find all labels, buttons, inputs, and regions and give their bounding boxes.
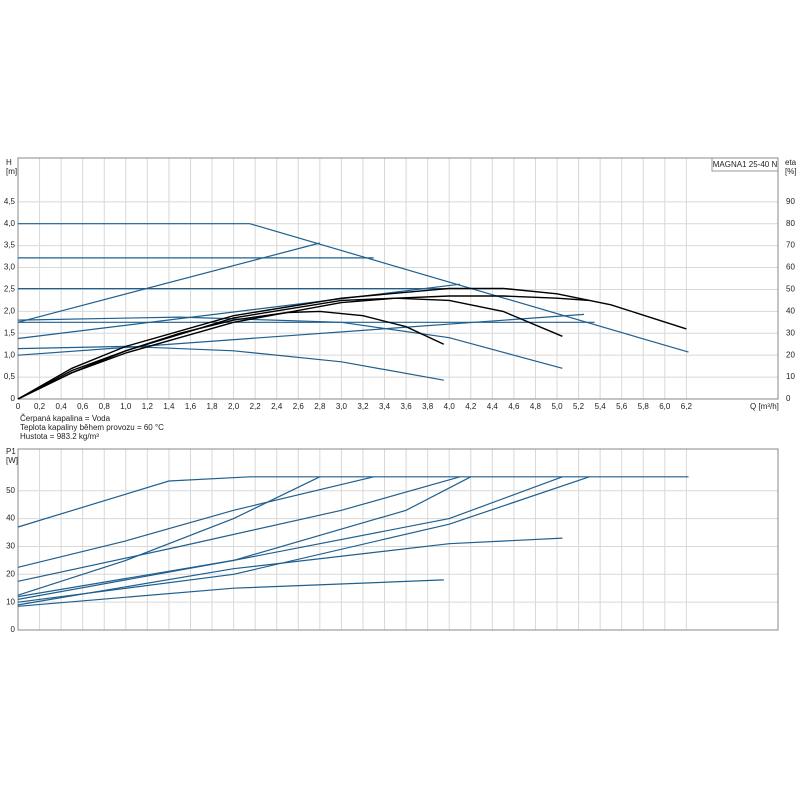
curve <box>17 295 590 400</box>
x-tick-label: 5,4 <box>595 402 607 411</box>
curve <box>18 223 689 353</box>
curve <box>17 283 461 340</box>
curve <box>17 476 472 600</box>
y-tick-label: 40 <box>6 514 15 523</box>
plot-frame <box>17 157 779 400</box>
y2-tick-label: 50 <box>786 285 795 294</box>
y-tick-label: 0,5 <box>4 372 16 381</box>
x-tick-label: 5,8 <box>638 402 650 411</box>
x-tick-label: 3,0 <box>336 402 348 411</box>
x-tick-label: 5,6 <box>616 402 628 411</box>
x-tick-label: 1,2 <box>142 402 154 411</box>
chart-title: MAGNA1 25-40 N <box>713 160 778 169</box>
y-tick-label: 10 <box>6 597 15 606</box>
x-tick-label: 0,6 <box>77 402 89 411</box>
x-tick-label: 4,4 <box>487 402 499 411</box>
y-label: H <box>6 158 12 167</box>
curve <box>17 297 563 400</box>
curve <box>17 242 320 323</box>
y2-tick-label: 60 <box>786 263 795 272</box>
x-tick-label: 3,6 <box>401 402 413 411</box>
y-tick-label: 2,5 <box>4 285 16 294</box>
x-tick-label: 6,2 <box>681 402 693 411</box>
y2-label: eta <box>785 158 797 167</box>
y-unit: [m] <box>6 167 17 176</box>
note: Čerpaná kapalina = Voda <box>20 414 111 423</box>
x-tick-label: 6,0 <box>659 402 671 411</box>
y-tick-label: 4,5 <box>4 197 16 206</box>
y-tick-label: 1,5 <box>4 328 16 337</box>
curve <box>17 476 321 596</box>
y-label: P1 <box>6 447 16 456</box>
y2-tick-label: 30 <box>786 328 795 337</box>
note: Teplota kapaliny během provozu = 60 °C <box>20 423 164 432</box>
x-tick-label: 1,0 <box>120 402 132 411</box>
x-tick-label: 5,2 <box>573 402 585 411</box>
x-tick-label: 2,8 <box>314 402 326 411</box>
y2-tick-label: 0 <box>786 394 791 403</box>
y-unit: [W] <box>6 456 18 465</box>
curve <box>17 476 461 582</box>
y-tick-label: 3,0 <box>4 263 16 272</box>
x-tick-label: 1,6 <box>185 402 197 411</box>
x-tick-label: 2,4 <box>271 402 283 411</box>
y2-tick-label: 70 <box>786 241 795 250</box>
x-tick-label: 0,4 <box>56 402 68 411</box>
y-tick-label: 1,0 <box>4 350 16 359</box>
y-tick-label: 4,0 <box>4 219 16 228</box>
y2-tick-label: 10 <box>786 372 795 381</box>
x-tick-label: 1,4 <box>163 402 175 411</box>
curve <box>17 287 687 400</box>
x-tick-label: 0 <box>16 402 21 411</box>
x-tick-label: 0,2 <box>34 402 46 411</box>
curve <box>17 476 374 568</box>
y-tick-label: 20 <box>6 569 15 578</box>
note: Hustota = 983.2 kg/m³ <box>20 432 99 441</box>
y-tick-label: 0 <box>11 394 16 403</box>
x-tick-label: 5,0 <box>551 402 563 411</box>
y-tick-label: 0 <box>11 625 16 634</box>
x-tick-label: 3,8 <box>422 402 434 411</box>
y2-tick-label: 80 <box>786 219 795 228</box>
y2-tick-label: 40 <box>786 306 795 315</box>
curve <box>17 476 563 598</box>
x-tick-label: 2,6 <box>293 402 305 411</box>
x-tick-label: 4,2 <box>465 402 477 411</box>
x-tick-label: 4,0 <box>444 402 456 411</box>
x-tick-label: 2,0 <box>228 402 240 411</box>
x-tick-label: 2,2 <box>250 402 262 411</box>
x-tick-label: 1,8 <box>206 402 218 411</box>
curve <box>17 345 444 381</box>
x-tick-label: 3,4 <box>379 402 391 411</box>
y2-tick-label: 90 <box>786 197 795 206</box>
y-tick-label: 50 <box>6 486 15 495</box>
curve <box>17 579 444 607</box>
y-tick-label: 3,5 <box>4 241 16 250</box>
y-tick-label: 30 <box>6 542 15 551</box>
y-tick-label: 2,0 <box>4 306 16 315</box>
x-tick-label: 4,8 <box>530 402 542 411</box>
curve <box>17 313 585 356</box>
x-label: Q [m³/h] <box>750 402 779 411</box>
x-tick-label: 4,6 <box>508 402 520 411</box>
curve <box>17 310 445 400</box>
y2-tick-label: 20 <box>786 350 795 359</box>
curve <box>17 537 563 606</box>
curve <box>17 476 590 603</box>
y2-unit: [%] <box>785 167 797 176</box>
x-tick-label: 0,8 <box>99 402 111 411</box>
x-tick-label: 3,2 <box>357 402 369 411</box>
plot-frame <box>17 448 779 631</box>
curve <box>17 476 689 528</box>
curve <box>17 316 563 369</box>
